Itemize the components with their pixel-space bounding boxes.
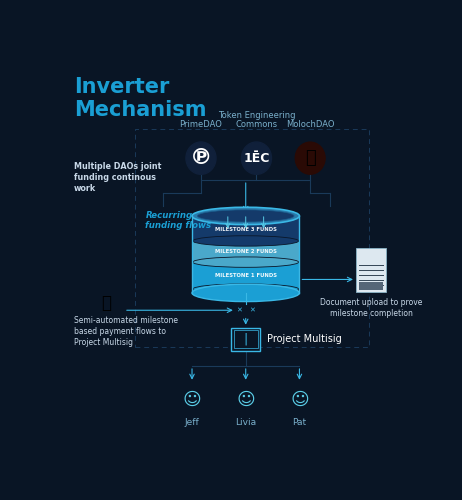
Text: MolochDAO: MolochDAO bbox=[286, 120, 334, 130]
Ellipse shape bbox=[193, 236, 299, 246]
Text: 🤝: 🤝 bbox=[101, 294, 111, 312]
Text: MILESTONE 1 FUNDS: MILESTONE 1 FUNDS bbox=[215, 273, 277, 278]
Text: Pat: Pat bbox=[292, 418, 306, 427]
Text: 🔥: 🔥 bbox=[305, 149, 316, 167]
Text: ✕: ✕ bbox=[249, 307, 255, 313]
Circle shape bbox=[186, 142, 216, 174]
Ellipse shape bbox=[193, 257, 299, 268]
Circle shape bbox=[231, 384, 260, 415]
Text: ☺: ☺ bbox=[237, 390, 255, 408]
FancyBboxPatch shape bbox=[193, 241, 299, 262]
FancyBboxPatch shape bbox=[356, 248, 386, 292]
Text: |: | bbox=[243, 332, 248, 345]
Circle shape bbox=[234, 305, 244, 316]
FancyBboxPatch shape bbox=[192, 216, 299, 293]
Circle shape bbox=[178, 384, 207, 415]
Circle shape bbox=[247, 305, 257, 316]
Text: MILESTONE 2 FUNDS: MILESTONE 2 FUNDS bbox=[215, 249, 277, 254]
Ellipse shape bbox=[192, 208, 299, 224]
Text: Token Engineering
Commons: Token Engineering Commons bbox=[218, 110, 295, 130]
Circle shape bbox=[285, 384, 314, 415]
Text: Project Multisig: Project Multisig bbox=[267, 334, 342, 344]
Circle shape bbox=[242, 142, 272, 174]
Circle shape bbox=[295, 142, 325, 174]
Text: 1ĒC: 1ĒC bbox=[243, 152, 270, 164]
Ellipse shape bbox=[192, 284, 299, 302]
Text: Recurring
funding flows: Recurring funding flows bbox=[146, 211, 212, 231]
Text: Semi-automated milestone
based payment flows to
Project Multisig: Semi-automated milestone based payment f… bbox=[74, 316, 178, 347]
Text: PrimeDAO: PrimeDAO bbox=[180, 120, 222, 130]
Text: Livia: Livia bbox=[235, 418, 256, 427]
Text: ✕: ✕ bbox=[237, 307, 242, 313]
Text: Inverter
Mechanism: Inverter Mechanism bbox=[74, 78, 207, 120]
Text: Jeff: Jeff bbox=[185, 418, 200, 427]
FancyBboxPatch shape bbox=[359, 282, 383, 290]
Text: ℗: ℗ bbox=[190, 148, 212, 168]
Text: ☺: ☺ bbox=[182, 390, 201, 408]
Text: MILESTONE 3 FUNDS: MILESTONE 3 FUNDS bbox=[215, 227, 277, 232]
FancyBboxPatch shape bbox=[193, 218, 299, 241]
Text: ☺: ☺ bbox=[290, 390, 309, 408]
FancyBboxPatch shape bbox=[193, 262, 299, 289]
Text: Document upload to prove
milestone completion: Document upload to prove milestone compl… bbox=[320, 298, 422, 318]
Ellipse shape bbox=[197, 210, 294, 222]
Ellipse shape bbox=[193, 284, 299, 294]
FancyBboxPatch shape bbox=[231, 328, 260, 350]
Text: Multiple DAOs joint
funding continous
work: Multiple DAOs joint funding continous wo… bbox=[74, 162, 161, 193]
